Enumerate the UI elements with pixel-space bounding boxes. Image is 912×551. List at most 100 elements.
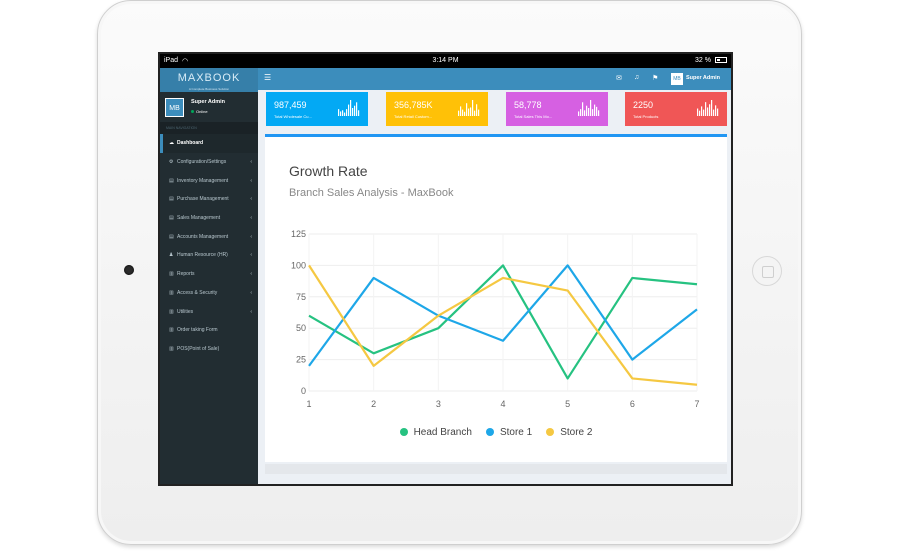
chevron-left-icon: ‹ xyxy=(250,252,252,259)
sparkline-bar xyxy=(707,107,709,116)
sidebar-item-label: Configuration/Settings xyxy=(177,159,227,166)
y-tick-label: 25 xyxy=(296,355,306,365)
legend-item[interactable]: Store 2 xyxy=(546,427,592,438)
book-icon: ▤ xyxy=(169,215,174,222)
x-tick-label: 3 xyxy=(436,399,441,409)
sparkline-bar xyxy=(344,112,346,116)
sparkline-bar xyxy=(580,109,582,116)
battery-percent: 32 % xyxy=(695,57,711,64)
chevron-left-icon: ‹ xyxy=(250,233,252,240)
sidebar-item-configuration-settings[interactable]: ⚙ Configuration/Settings ‹ xyxy=(160,153,258,172)
sparkline-bar xyxy=(340,111,342,116)
nav-list: ☁ Dashboard ⚙ Configuration/Settings ‹ ▤ Inven… xyxy=(160,134,258,358)
sidebar-item-sales-management[interactable]: ▤ Sales Management ‹ xyxy=(160,209,258,228)
chevron-left-icon: ‹ xyxy=(250,215,252,222)
bar-chart-icon: ▥ xyxy=(169,308,174,315)
sidebar-item-inventory-management[interactable]: ▤ Inventory Management ‹ xyxy=(160,171,258,190)
sparkline-bar xyxy=(590,100,592,116)
flag-icon[interactable]: ⚑ xyxy=(652,75,659,82)
info-box[interactable]: 987,459 Total Wholesale Cu... xyxy=(266,92,368,126)
legend-item[interactable]: Store 1 xyxy=(485,427,533,438)
info-box-value: 2250 xyxy=(633,100,654,110)
admin-name[interactable]: Super Admin xyxy=(686,75,721,81)
chevron-left-icon: ‹ xyxy=(250,196,252,203)
sidebar-item-pos-point-of-sale[interactable]: ▥ POS(Point of Sale) xyxy=(160,340,258,359)
sparkline-bar xyxy=(596,106,598,116)
chevron-left-icon: ‹ xyxy=(250,289,252,296)
y-tick-label: 50 xyxy=(296,323,306,333)
bell-icon[interactable]: ♫ xyxy=(634,74,640,81)
x-tick-label: 4 xyxy=(500,399,505,409)
sidebar-item-reports[interactable]: ▥ Reports ‹ xyxy=(160,265,258,284)
sparkline-bar xyxy=(342,110,344,116)
legend-swatch xyxy=(485,428,494,436)
info-box[interactable]: 58,778 Total Sales This Mo... xyxy=(506,92,608,126)
sparkline-bars xyxy=(578,100,600,116)
sparkline-bar xyxy=(578,111,580,116)
user-status: Online xyxy=(191,109,208,114)
sparkline-bar xyxy=(697,108,699,116)
gear-icon: ⚙ xyxy=(169,159,174,166)
legend-swatch xyxy=(399,428,408,436)
sidebar: MAXBOOK A Complete Business Solution MB … xyxy=(160,68,258,484)
chevron-left-icon: ‹ xyxy=(250,177,252,184)
sidebar-item-label: Reports xyxy=(177,271,195,278)
home-button[interactable] xyxy=(752,256,782,286)
x-tick-label: 6 xyxy=(630,399,635,409)
sparkline-bar xyxy=(460,106,462,116)
user-panel: MB Super Admin Online xyxy=(160,92,258,122)
sidebar-item-utilities[interactable]: ▥ Utilities ‹ xyxy=(160,302,258,321)
sparkline-bar xyxy=(354,105,356,116)
sparkline-bar xyxy=(705,102,707,116)
camera-icon xyxy=(124,265,134,275)
sparkline-bars xyxy=(458,100,480,116)
sidebar-item-accounts-management[interactable]: ▤ Accounts Management ‹ xyxy=(160,227,258,246)
sidebar-item-label: Access & Security xyxy=(177,289,218,296)
sparkline-bar xyxy=(476,104,478,116)
sparkline-bar xyxy=(588,108,590,116)
sparkline-bar xyxy=(348,104,350,116)
series-line-store-1 xyxy=(308,264,698,367)
info-box[interactable]: 2250 Total Products xyxy=(625,92,727,126)
sidebar-item-access-security[interactable]: ▥ Access & Security ‹ xyxy=(160,284,258,303)
legend-swatch xyxy=(546,428,555,436)
growth-chart-card: 0 25 50 75 100 125 1 2 3 4 5 6 7 Growth Rate Branch … xyxy=(265,134,727,462)
admin-avatar[interactable]: MB xyxy=(671,73,683,85)
mail-icon[interactable]: ✉ xyxy=(616,75,622,82)
sidebar-item-dashboard[interactable]: ☁ Dashboard xyxy=(160,134,258,153)
legend-item[interactable]: Head Branch xyxy=(399,427,472,438)
info-box-value: 987,459 xyxy=(274,100,307,110)
series-line-store-2 xyxy=(308,264,698,386)
sidebar-item-label: Sales Management xyxy=(177,215,221,222)
sparkline-bar xyxy=(462,109,464,116)
sparkline-bar xyxy=(711,100,713,116)
chart-subtitle: Branch Sales Analysis - MaxBook xyxy=(289,187,454,199)
sparkline-bar xyxy=(582,102,584,116)
logo-tagline: A Complete Business Solution xyxy=(188,87,230,91)
info-box-value: 356,785K xyxy=(394,100,433,110)
sparkline-bar xyxy=(701,106,703,116)
legend-label: Store 1 xyxy=(499,427,533,438)
sidebar-item-order-taking-form[interactable]: ▥ Order taking Form xyxy=(160,321,258,340)
bar-chart-icon: ▥ xyxy=(169,271,174,278)
sparkline-bars xyxy=(697,100,719,116)
chevron-left-icon: ‹ xyxy=(250,308,252,315)
info-box-label: Total Wholesale Cu... xyxy=(274,114,312,119)
sparkline-bar xyxy=(458,110,460,116)
online-dot-icon xyxy=(191,110,194,113)
menu-toggle-icon[interactable]: ☰ xyxy=(264,73,272,82)
sparkline-bar xyxy=(472,100,474,116)
app-logo[interactable]: MAXBOOK A Complete Business Solution xyxy=(160,68,258,92)
ipad-screen: iPad ◠ 3:14 PM 32 % MAXBOOK A Complete B… xyxy=(158,52,733,486)
sparkline-bar xyxy=(717,108,719,116)
sidebar-item-human-resource-hr[interactable]: ♟ Human Resource (HR) ‹ xyxy=(160,246,258,265)
sidebar-item-purchase-management[interactable]: ▤ Purchase Management ‹ xyxy=(160,190,258,209)
bar-chart-icon: ▥ xyxy=(169,289,174,296)
sparkline-bar xyxy=(592,109,594,116)
sparkline-bar xyxy=(584,110,586,116)
sparkline-bar xyxy=(598,110,600,116)
sidebar-item-label: Accounts Management xyxy=(177,233,229,240)
x-tick-label: 1 xyxy=(306,399,311,409)
sparkline-bar xyxy=(470,107,472,116)
info-box[interactable]: 356,785K Total Retail Custom... xyxy=(386,92,488,126)
